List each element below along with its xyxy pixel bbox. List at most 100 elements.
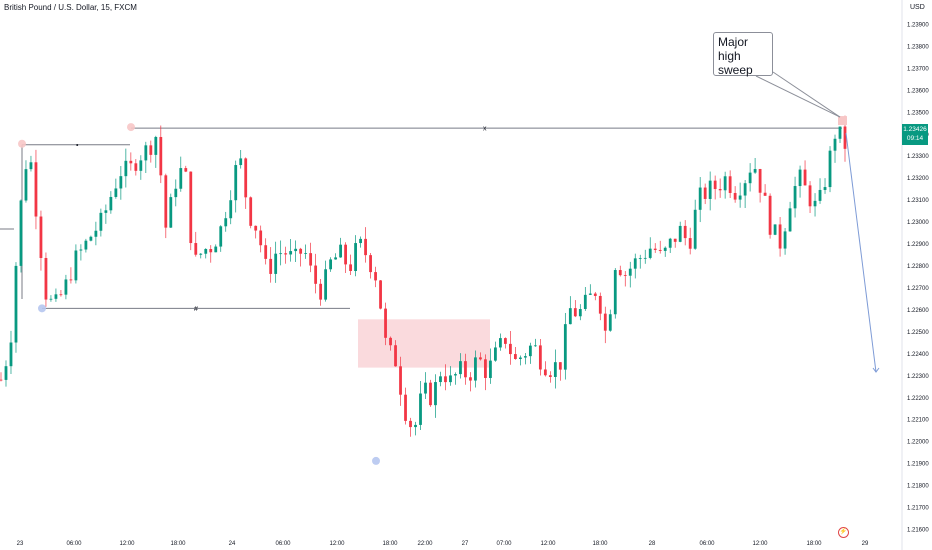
price-tick-label: 1.23200: [907, 176, 929, 182]
candles-series: [0, 115, 847, 437]
time-tick-label: 12:00: [329, 541, 345, 547]
time-tick-label: 06:00: [699, 541, 715, 547]
candle-body: [19, 200, 23, 266]
price-tick-label: 1.22800: [907, 264, 929, 270]
projection-arrowhead: [872, 367, 880, 373]
candle-body: [588, 293, 592, 295]
candle-body: [748, 172, 752, 184]
candle-body: [763, 192, 767, 196]
candle-body: [29, 162, 33, 170]
candle-body: [633, 258, 637, 269]
price-tick-label: 1.22300: [907, 374, 929, 380]
candle-body: [533, 345, 537, 347]
candle-body: [499, 338, 502, 348]
candle-body: [259, 230, 263, 246]
candle-body: [628, 268, 632, 276]
major-low-marker: [372, 456, 380, 465]
callout-line-1: Major: [718, 35, 749, 49]
candle-body: [34, 162, 38, 217]
candle-body: [678, 225, 682, 242]
candle-body: [653, 248, 657, 250]
candle-body: [738, 195, 742, 200]
price-tick-label: 1.23100: [907, 198, 929, 204]
candle-body: [179, 168, 183, 189]
time-tick-label: 06:00: [275, 541, 291, 547]
candle-body: [593, 293, 597, 296]
candle-body: [234, 165, 238, 201]
projection-arrow: [845, 133, 877, 373]
candle-body: [289, 251, 293, 255]
candle-body: [753, 169, 757, 173]
candle-body: [244, 158, 248, 198]
time-axis[interactable]: 23 06:00 12:00 18:00 24 06:00 12:00 18:00 22:00 2…: [17, 541, 869, 547]
candle-body: [583, 294, 587, 310]
candle-body: [673, 238, 677, 242]
price-tick-label: 1.22900: [907, 242, 929, 248]
candle-body: [134, 163, 138, 171]
candle-body: [49, 298, 53, 300]
candle-body: [319, 283, 323, 300]
candle-body: [194, 243, 198, 255]
symbol-title[interactable]: British Pound / U.S. Dollar, 15, FXCM: [4, 3, 137, 12]
candle-body: [199, 253, 203, 255]
candle-body: [59, 294, 63, 296]
candle-body: [4, 366, 8, 380]
candle-body: [99, 212, 103, 231]
candle-body: [189, 171, 193, 244]
lightning-icon[interactable]: ⚡: [838, 527, 849, 538]
candle-body: [613, 270, 617, 315]
candle-body: [464, 361, 467, 378]
candle-body: [788, 208, 792, 232]
candle-body: [808, 185, 812, 207]
candle-body: [528, 345, 532, 357]
major-high-sweep-callout[interactable]: Major high sweep: [713, 32, 773, 77]
candle-body: [354, 243, 357, 272]
candle-body: [64, 279, 68, 295]
candle-body: [668, 238, 672, 248]
candle-body: [623, 275, 627, 276]
candle-body: [508, 343, 512, 355]
candle-body: [608, 314, 612, 331]
candle-body: [204, 249, 208, 254]
candle-body: [813, 200, 817, 207]
price-tick-label: 1.23600: [907, 88, 929, 94]
price-tick-label: 1.21600: [907, 528, 929, 534]
candle-body: [683, 225, 687, 239]
candle-body: [489, 360, 492, 378]
candle-body: [743, 183, 747, 196]
candle-body: [304, 253, 308, 254]
candle-body: [553, 362, 557, 377]
candle-body: [543, 369, 547, 376]
price-tick-label: 1.23500: [907, 110, 929, 116]
swing-high-marker-2: [127, 123, 135, 132]
candle-body: [184, 168, 188, 172]
candle-body: [54, 294, 58, 299]
time-tick-label: 12:00: [540, 541, 556, 547]
candle-body: [838, 126, 842, 139]
candle-body: [124, 160, 128, 177]
candle-body: [284, 253, 288, 255]
candle-body: [523, 356, 527, 358]
candle-body: [164, 175, 168, 228]
candle-body: [114, 188, 118, 197]
candle-body: [74, 250, 78, 281]
price-tick-label: 1.21700: [907, 506, 929, 512]
candle-body: [219, 226, 223, 247]
time-tick-label: 07:00: [496, 541, 512, 547]
candle-body: [558, 362, 562, 370]
candle-body: [494, 347, 497, 361]
candle-body: [598, 295, 602, 314]
last-price-value: 1.23426: [903, 126, 927, 133]
candle-body: [474, 357, 477, 381]
candle-body: [269, 258, 273, 274]
time-tick-label: 18:00: [382, 541, 398, 547]
candle-body: [24, 169, 28, 201]
candle-body: [728, 176, 732, 193]
candle-body: [229, 200, 233, 219]
candle-body: [828, 150, 832, 188]
price-axis[interactable]: 1.239001.238001.237001.236001.235001.234…: [907, 23, 929, 534]
upper-level-label: •: [76, 142, 79, 149]
candle-body: [469, 377, 472, 381]
time-tick-label: 28: [649, 541, 656, 547]
